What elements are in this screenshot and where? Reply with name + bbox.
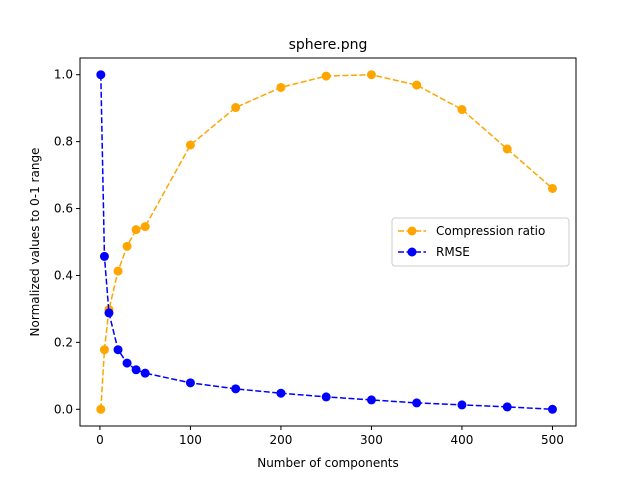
y-tick-label: 0.2 [54, 335, 73, 349]
ticks-layer: 0 100 200 300 400 500 0.0 0.2 0.4 0.6 0.8 1.0 [54, 68, 564, 447]
data-point-rmse [113, 345, 123, 355]
y-tick-label: 0.6 [54, 202, 73, 216]
series-line-compression-ratio [100, 73, 553, 410]
data-point-compression-ratio [321, 71, 331, 81]
data-point-compression-ratio [502, 144, 512, 154]
data-point-compression-ratio [185, 140, 195, 150]
data-point-rmse [321, 392, 331, 402]
data-point-rmse [122, 358, 132, 368]
legend-marker-rmse [407, 247, 417, 257]
x-tick-label: 100 [179, 433, 202, 447]
data-point-rmse [96, 70, 106, 80]
x-tick-label: 300 [360, 433, 383, 447]
data-point-rmse [231, 384, 241, 394]
chart-title: sphere.png [289, 37, 368, 53]
data-point-compression-ratio [131, 225, 141, 235]
series-line-rmse [100, 74, 553, 411]
series-layer [96, 70, 557, 414]
data-point-rmse [547, 404, 557, 414]
legend: Compression ratio RMSE [391, 217, 570, 267]
x-axis-label: Number of components [257, 456, 399, 470]
data-point-compression-ratio [457, 105, 467, 115]
x-tick-label: 500 [541, 433, 564, 447]
data-point-compression-ratio [231, 103, 241, 113]
data-point-compression-ratio [547, 183, 557, 193]
data-point-compression-ratio [366, 70, 376, 80]
series-compression-ratio [96, 70, 557, 414]
y-tick-label: 0.8 [54, 135, 73, 149]
y-axis-label: Normalized values to 0-1 range [28, 148, 42, 337]
y-tick-label: 0.0 [54, 402, 73, 416]
data-point-compression-ratio [276, 82, 286, 92]
y-tick-label: 0.4 [54, 268, 73, 282]
data-point-rmse [131, 365, 141, 375]
data-point-compression-ratio [412, 80, 422, 90]
data-point-rmse [276, 388, 286, 398]
data-point-rmse [412, 398, 422, 408]
data-point-rmse [185, 378, 195, 388]
legend-label-compression-ratio: Compression ratio [436, 224, 545, 238]
data-point-compression-ratio [96, 404, 106, 414]
x-tick-label: 400 [451, 433, 474, 447]
data-point-compression-ratio [122, 241, 132, 251]
legend-label-rmse: RMSE [436, 245, 470, 259]
data-point-compression-ratio [113, 266, 123, 276]
series-rmse [96, 70, 557, 414]
legend-marker-compression-ratio [407, 226, 417, 236]
data-point-rmse [366, 395, 376, 405]
y-tick-label: 1.0 [54, 68, 73, 82]
data-point-rmse [99, 251, 109, 261]
data-point-compression-ratio [99, 345, 109, 355]
data-point-compression-ratio [140, 222, 150, 232]
axes-frame [79, 57, 577, 427]
legend-box [391, 217, 570, 267]
data-point-rmse [502, 402, 512, 412]
data-point-rmse [457, 400, 467, 410]
x-tick-label: 200 [269, 433, 292, 447]
data-point-rmse [140, 368, 150, 378]
data-point-rmse [104, 308, 114, 318]
x-tick-label: 0 [96, 433, 104, 447]
